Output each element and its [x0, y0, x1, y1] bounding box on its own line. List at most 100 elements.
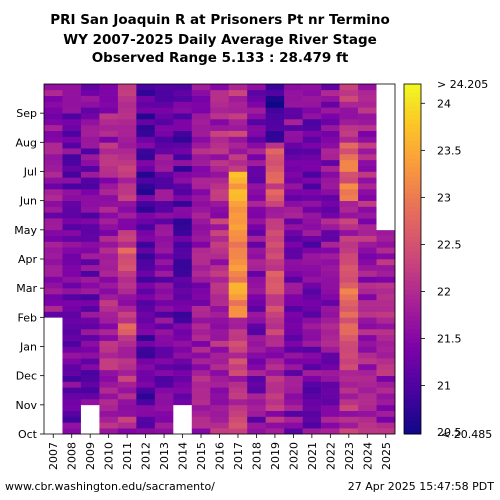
heatmap-cell: [339, 212, 359, 219]
heatmap-cell: [321, 165, 340, 172]
heatmap-cell: [210, 305, 230, 312]
heatmap-cell: [228, 369, 248, 376]
heatmap-cell: [99, 247, 119, 254]
heatmap-cell: [339, 346, 359, 353]
heatmap-cell: [321, 346, 340, 353]
heatmap-cell: [302, 259, 322, 266]
heatmap-cell: [154, 247, 174, 254]
heatmap-cell: [62, 154, 82, 161]
colorbar-segment: [404, 127, 421, 133]
heatmap-cell: [210, 364, 230, 371]
heatmap-cell: [376, 253, 396, 260]
heatmap-cell: [136, 270, 156, 277]
heatmap-cell: [99, 224, 119, 231]
heatmap-cell: [358, 218, 377, 225]
heatmap-cell: [44, 136, 63, 143]
heatmap-cell: [339, 171, 359, 178]
heatmap-cell: [136, 358, 156, 365]
heatmap-cell: [321, 334, 340, 341]
heatmap-cell: [339, 305, 359, 312]
heatmap-cell: [247, 346, 266, 353]
heatmap-cell: [173, 107, 193, 114]
heatmap-cell: [210, 259, 230, 266]
heatmap-cell: [44, 311, 63, 318]
heatmap-cell: [358, 294, 377, 301]
heatmap-cell: [321, 393, 340, 400]
heatmap-cell: [302, 381, 322, 388]
heatmap-cell: [117, 352, 137, 359]
heatmap-cell: [62, 101, 82, 108]
heatmap-cell: [117, 218, 137, 225]
heatmap-cell-missing: [376, 124, 396, 131]
colorbar-frame: [403, 83, 422, 435]
heatmap-cell: [80, 264, 100, 271]
heatmap-cell: [210, 264, 230, 271]
colorbar-segment: [404, 294, 421, 299]
heatmap-cell: [117, 235, 137, 242]
heatmap-cell: [339, 177, 359, 184]
heatmap-cell: [173, 369, 193, 376]
heatmap-cell: [265, 375, 285, 382]
x-tick-label: 2018: [250, 442, 263, 470]
heatmap-cell: [62, 113, 82, 120]
heatmap-cell: [265, 124, 285, 131]
heatmap-cell: [136, 177, 156, 184]
heatmap-cell: [62, 218, 82, 225]
heatmap-cell: [284, 113, 303, 120]
heatmap-cell-missing: [376, 183, 396, 190]
heatmap-cell: [136, 89, 156, 96]
heatmap-cell: [44, 119, 63, 126]
heatmap-cell: [265, 399, 285, 406]
heatmap-cell: [321, 317, 340, 324]
heatmap-cell: [173, 317, 193, 324]
heatmap-cell-missing: [376, 130, 396, 137]
heatmap-cell: [228, 113, 248, 120]
heatmap-cell-missing: [376, 101, 396, 108]
heatmap-cell: [247, 154, 266, 161]
heatmap-cell: [80, 200, 100, 207]
colorbar-segment: [404, 337, 421, 343]
heatmap-cell: [191, 247, 211, 254]
heatmap-cell: [358, 165, 377, 172]
heatmap-cell: [44, 259, 63, 266]
heatmap-cell: [358, 428, 377, 435]
heatmap-cell: [302, 183, 322, 190]
heatmap-cell: [44, 212, 63, 219]
heatmap-cell-missing: [173, 416, 193, 423]
heatmap-cell: [210, 113, 230, 120]
heatmap-cell: [117, 154, 137, 161]
heatmap-cell: [173, 299, 193, 306]
x-tick-label: 2007: [47, 442, 60, 470]
heatmap-cell: [99, 235, 119, 242]
y-tick-label: Dec: [16, 370, 37, 383]
heatmap-cell-missing: [376, 107, 396, 114]
heatmap-cell: [265, 369, 285, 376]
heatmap-cell: [173, 95, 193, 102]
heatmap-cell: [265, 212, 285, 219]
heatmap-cell-missing: [44, 381, 63, 388]
heatmap-cell: [358, 212, 377, 219]
heatmap-cell: [228, 229, 248, 236]
heatmap-cell: [173, 276, 193, 283]
heatmap-cell: [321, 253, 340, 260]
heatmap-cell: [284, 194, 303, 201]
heatmap-cell: [210, 206, 230, 213]
source-url[interactable]: www.cbr.washington.edu/sacramento/: [5, 480, 215, 493]
heatmap-cell: [228, 422, 248, 429]
heatmap-cell: [302, 288, 322, 295]
heatmap-cell-missing: [173, 410, 193, 417]
heatmap-cell: [358, 253, 377, 260]
heatmap-cell: [284, 381, 303, 388]
heatmap-cell: [284, 334, 303, 341]
heatmap-cell: [210, 369, 230, 376]
colorbar-segment: [404, 364, 421, 369]
heatmap-cell: [358, 288, 377, 295]
heatmap-cell: [247, 206, 266, 213]
heatmap-cell: [154, 159, 174, 166]
heatmap-cell: [265, 299, 285, 306]
heatmap-cell: [376, 369, 396, 376]
heatmap-cell-missing: [376, 218, 396, 225]
colorbar-segment: [404, 105, 421, 111]
heatmap-cell: [191, 422, 211, 429]
heatmap-cell: [99, 387, 119, 394]
